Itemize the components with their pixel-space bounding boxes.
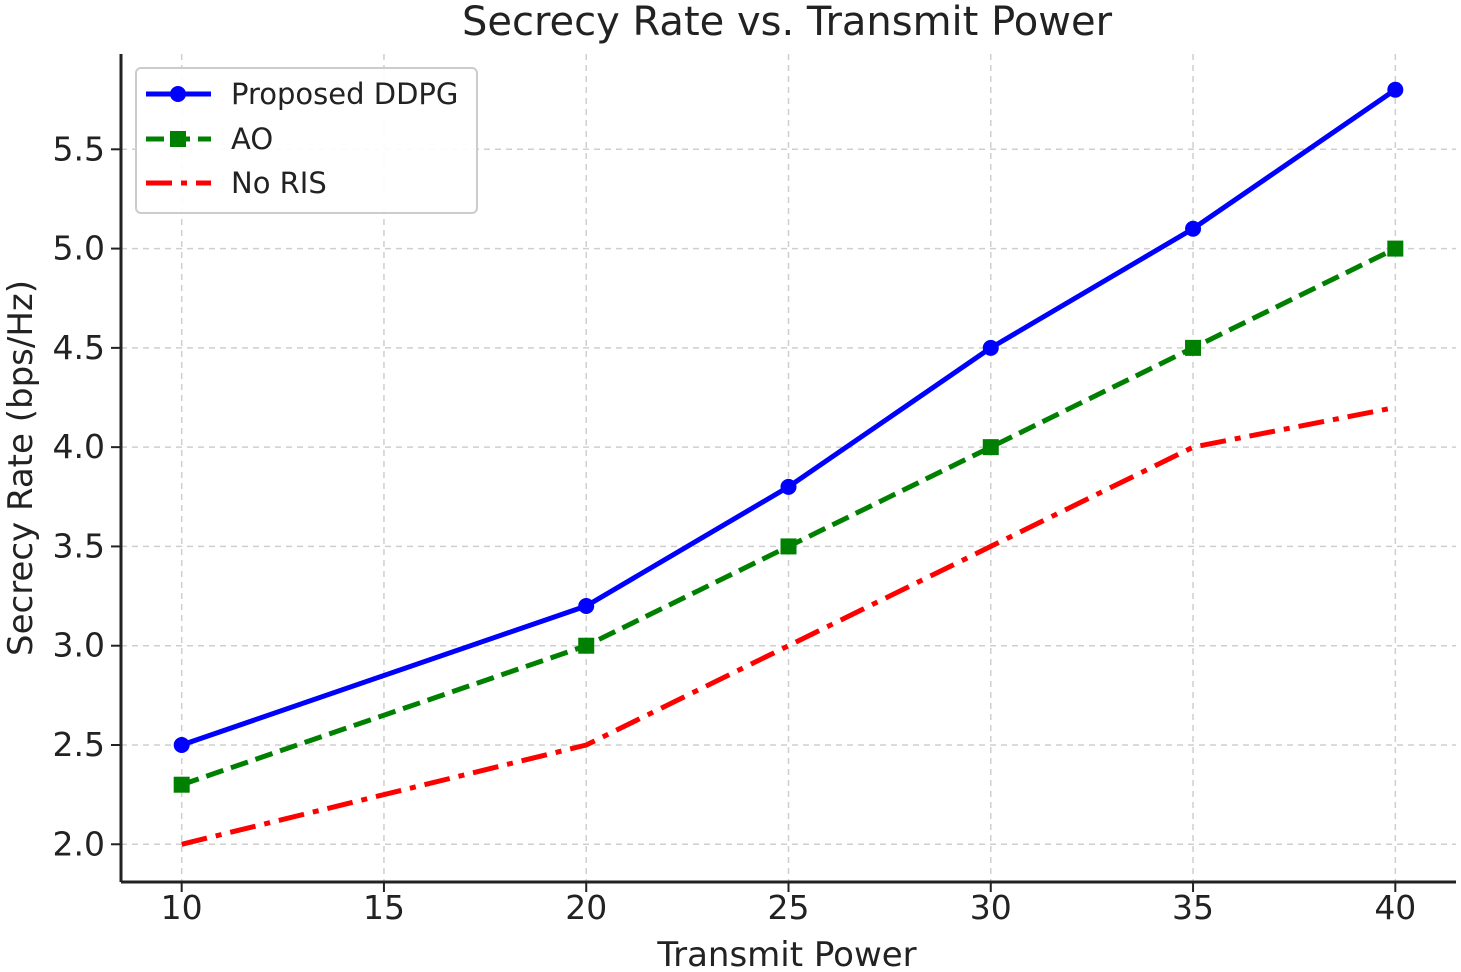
y-tick-label-7: 5.5 [53,129,105,168]
x-axis-label: Transmit Power [656,935,916,972]
point-proposed-ddpg-40 [1387,81,1404,98]
legend: Proposed DDPG AO No RIS [135,67,478,214]
y-axis-label: Secrecy Rate (bps/Hz) [1,280,41,656]
x-tick-label-1: 15 [363,888,405,927]
series-ao [173,240,1404,793]
point-proposed-ddpg-20 [578,598,595,614]
y-tick-label-6: 5.0 [53,229,105,268]
chart-title: Secrecy Rate vs. Transmit Power [462,0,1113,45]
y-tick-label-0: 2.0 [53,824,105,863]
legend-item-ao[interactable]: AO [146,122,273,156]
series-line-proposed-ddpg [180,87,1397,748]
series-line-ao [180,246,1397,788]
x-tick-label-6: 40 [1374,888,1416,927]
point-ao-30 [982,439,999,456]
point-ao-10 [173,776,190,793]
y-tick-label-5: 4.5 [53,328,105,367]
point-ao-40 [1387,240,1404,257]
x-tick-label-2: 20 [565,888,607,927]
x-tick-label-5: 35 [1172,888,1214,927]
legend-label-ao: AO [231,122,273,156]
y-tick-label-2: 3.0 [53,626,105,665]
legend-label-no-ris: No RIS [231,166,327,200]
series-group [173,81,1404,847]
point-proposed-ddpg-25 [780,478,797,495]
y-tick-label-1: 2.5 [53,725,105,764]
x-tick-label-0: 10 [161,888,203,927]
legend-marker-ao [170,131,186,147]
y-tick-label-3: 3.5 [53,526,105,565]
point-ao-35 [1185,339,1202,356]
point-ao-20 [578,637,595,654]
legend-label-proposed-ddpg: Proposed DDPG [231,77,458,111]
grid [121,54,1456,882]
point-proposed-ddpg-35 [1185,220,1202,237]
x-tick-label-3: 25 [768,888,810,927]
legend-item-proposed-ddpg[interactable]: Proposed DDPG [146,77,458,111]
x-tick-label-4: 30 [970,888,1012,927]
legend-marker-proposed-ddpg [170,86,186,102]
series-no-ris [181,404,1396,847]
point-proposed-ddpg-10 [173,736,190,753]
legend-frame [135,67,478,214]
tick-labels: 10 15 20 25 30 35 40 2.0 2.5 3.0 3.5 4.0 4.5 5.0 5.5 [53,129,1417,927]
point-proposed-ddpg-30 [982,339,999,356]
legend-item-no-ris[interactable]: No RIS [146,166,327,200]
series-proposed-ddpg [173,81,1404,753]
series-line-no-ris [181,404,1396,847]
y-tick-label-4: 4.0 [53,427,105,466]
point-ao-25 [780,538,797,555]
